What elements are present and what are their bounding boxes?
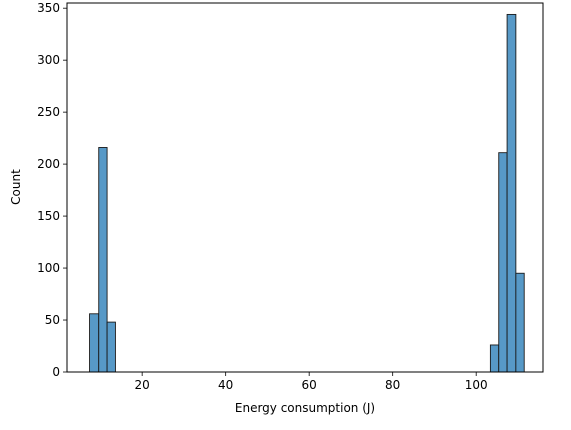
histogram-bar xyxy=(498,152,508,373)
y-tick-label: 200 xyxy=(37,157,60,171)
y-ticks-group: 0 50 100 150 200 250 300 350 xyxy=(37,1,67,379)
y-tick-label: 350 xyxy=(37,1,60,15)
y-axis-label: Count xyxy=(9,169,23,205)
plot-frame xyxy=(66,2,544,373)
x-axis-label: Energy consumption (J) xyxy=(235,401,375,415)
histogram-bar xyxy=(515,272,525,373)
histogram-bar xyxy=(489,344,500,373)
y-tick-label: 150 xyxy=(37,209,60,223)
x-tick-label: 80 xyxy=(385,378,400,392)
x-tick-label: 20 xyxy=(135,378,150,392)
histogram-bar xyxy=(89,313,100,373)
y-tick-label: 0 xyxy=(52,365,60,379)
y-tick-label: 100 xyxy=(37,261,60,275)
y-tick-label: 250 xyxy=(37,105,60,119)
x-tick-label: 60 xyxy=(302,378,317,392)
y-tick-label: 50 xyxy=(45,313,60,327)
plot-background xyxy=(67,3,543,372)
histogram-bar xyxy=(98,147,108,373)
x-ticks-group: 20 40 60 80 100 xyxy=(135,372,488,392)
x-tick-label: 100 xyxy=(465,378,488,392)
histogram-bar xyxy=(506,13,517,373)
x-tick-label: 40 xyxy=(218,378,233,392)
histogram-bar xyxy=(106,321,116,373)
y-tick-label: 300 xyxy=(37,53,60,67)
